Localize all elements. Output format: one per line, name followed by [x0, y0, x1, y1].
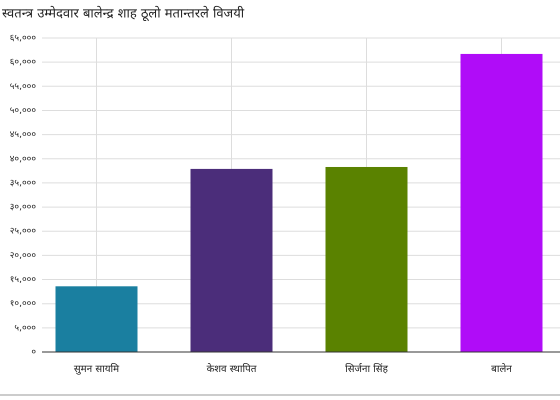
x-tick-label: केशव स्थापित	[207, 363, 257, 375]
bar	[460, 53, 543, 353]
x-tick-label: सुमन सायमि	[74, 363, 120, 375]
y-tick-label: १५,०००	[10, 275, 37, 285]
x-tick-label: सिर्जना सिंह	[345, 363, 388, 375]
y-tick-label: २५,०००	[10, 227, 37, 237]
x-tick-label: बालेन	[491, 363, 512, 375]
chart-subtitle: स्वतन्त्र उम्मेदवार बालेन्द्र शाह ठूलो म…	[2, 6, 245, 22]
y-tick-label: ५,०००	[14, 323, 36, 333]
y-tick-label: २०,०००	[10, 251, 37, 261]
y-tick-label: ५०,०००	[10, 106, 37, 116]
y-tick-label: ६०,०००	[10, 58, 37, 68]
y-tick-label: ३५,०००	[10, 178, 37, 188]
bar	[55, 286, 138, 352]
y-tick-label: ४५,०००	[10, 130, 37, 140]
y-tick-label: ४०,०००	[10, 154, 37, 164]
y-tick-label: १०,०००	[10, 299, 37, 309]
y-tick-label: ६५,०००	[10, 34, 37, 44]
y-tick-label: ३०,०००	[10, 203, 37, 213]
bar	[190, 168, 273, 352]
bar	[325, 166, 408, 352]
y-tick-label: ०	[31, 348, 36, 358]
y-tick-label: ५५,०००	[10, 82, 37, 92]
